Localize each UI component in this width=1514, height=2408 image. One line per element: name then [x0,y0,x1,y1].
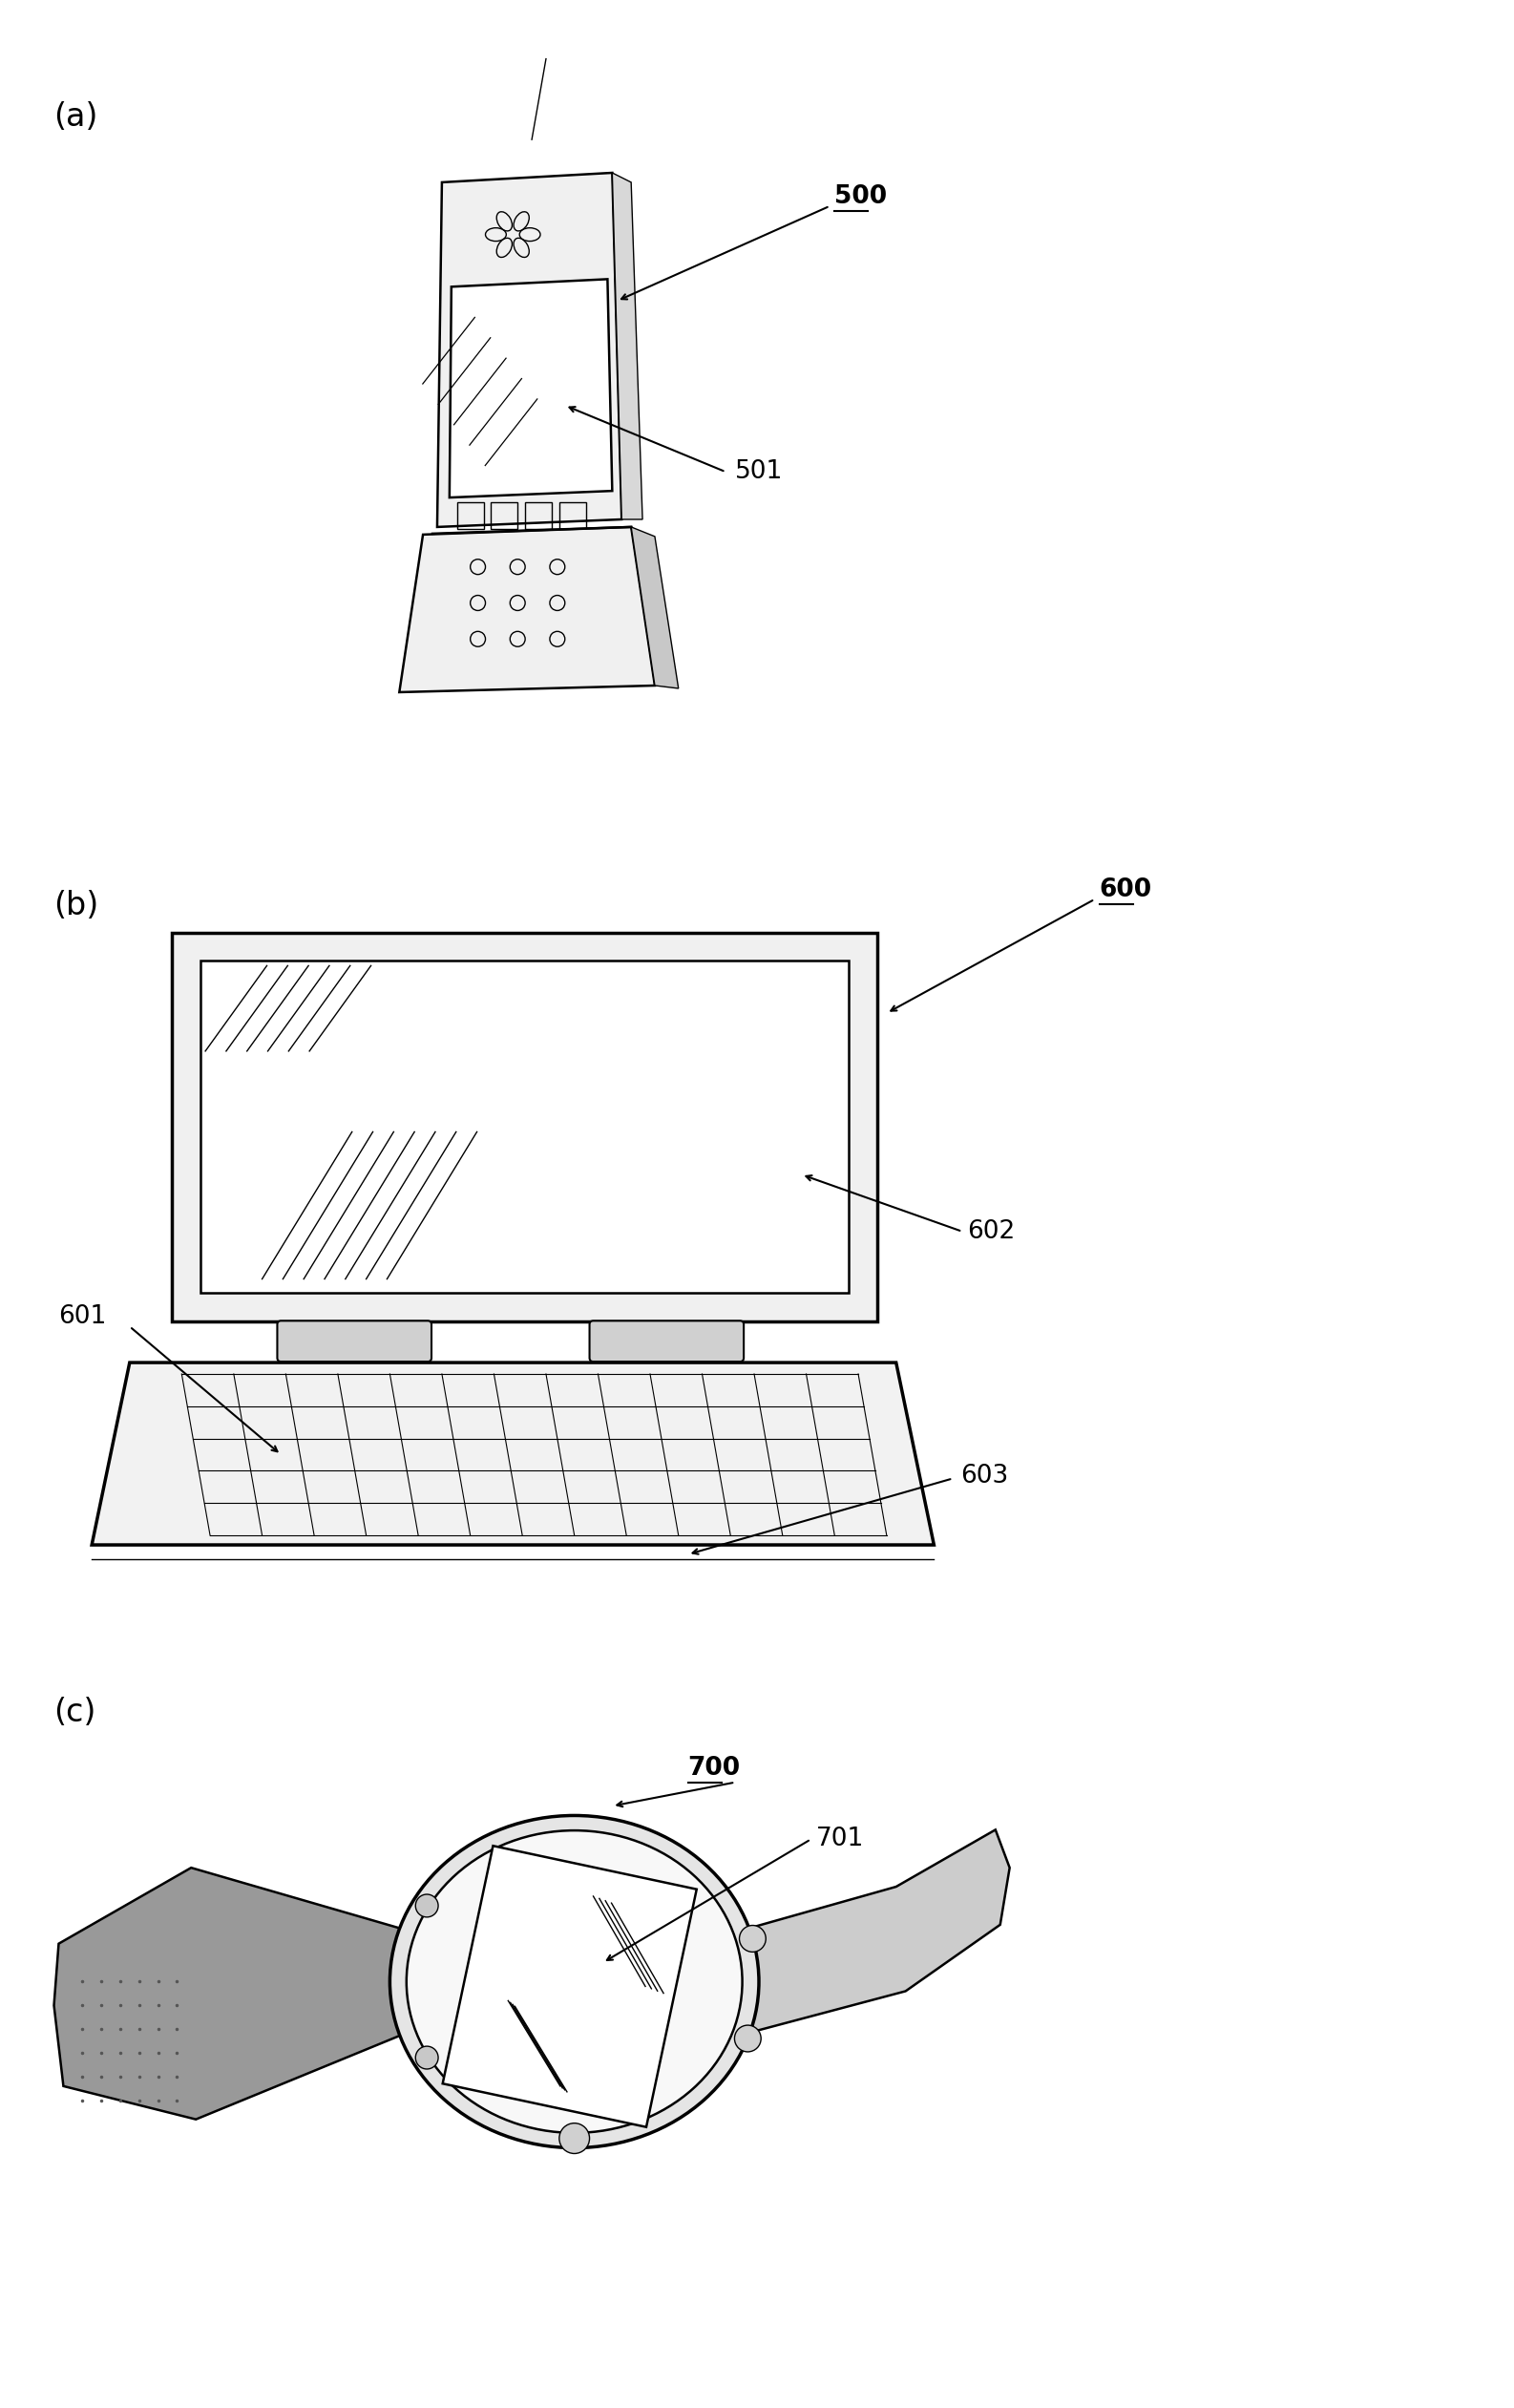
Ellipse shape [391,1816,759,2148]
Polygon shape [745,1830,1010,2035]
Polygon shape [201,961,849,1293]
Text: 600: 600 [1099,877,1152,903]
Polygon shape [631,527,678,689]
Circle shape [559,2124,589,2153]
Polygon shape [55,1869,404,2119]
Text: 603: 603 [960,1464,1008,1488]
Circle shape [739,1926,766,1953]
Polygon shape [92,1363,934,1546]
Polygon shape [450,279,612,498]
Text: (a): (a) [55,101,98,132]
Circle shape [415,2047,438,2068]
FancyBboxPatch shape [589,1322,743,1361]
Text: 500: 500 [834,183,887,209]
Text: 701: 701 [816,1828,863,1852]
Polygon shape [438,173,622,527]
Text: (c): (c) [55,1698,97,1729]
Polygon shape [442,1847,696,2126]
Text: 700: 700 [687,1755,740,1780]
Text: 501: 501 [736,460,783,484]
Polygon shape [400,527,656,691]
Circle shape [734,2025,762,2052]
Polygon shape [612,173,642,520]
Polygon shape [173,932,877,1322]
Text: 602: 602 [967,1218,1014,1245]
Text: 601: 601 [59,1305,106,1329]
FancyBboxPatch shape [277,1322,431,1361]
Text: (b): (b) [55,889,98,922]
Circle shape [415,1895,438,1917]
Ellipse shape [406,1830,742,2133]
